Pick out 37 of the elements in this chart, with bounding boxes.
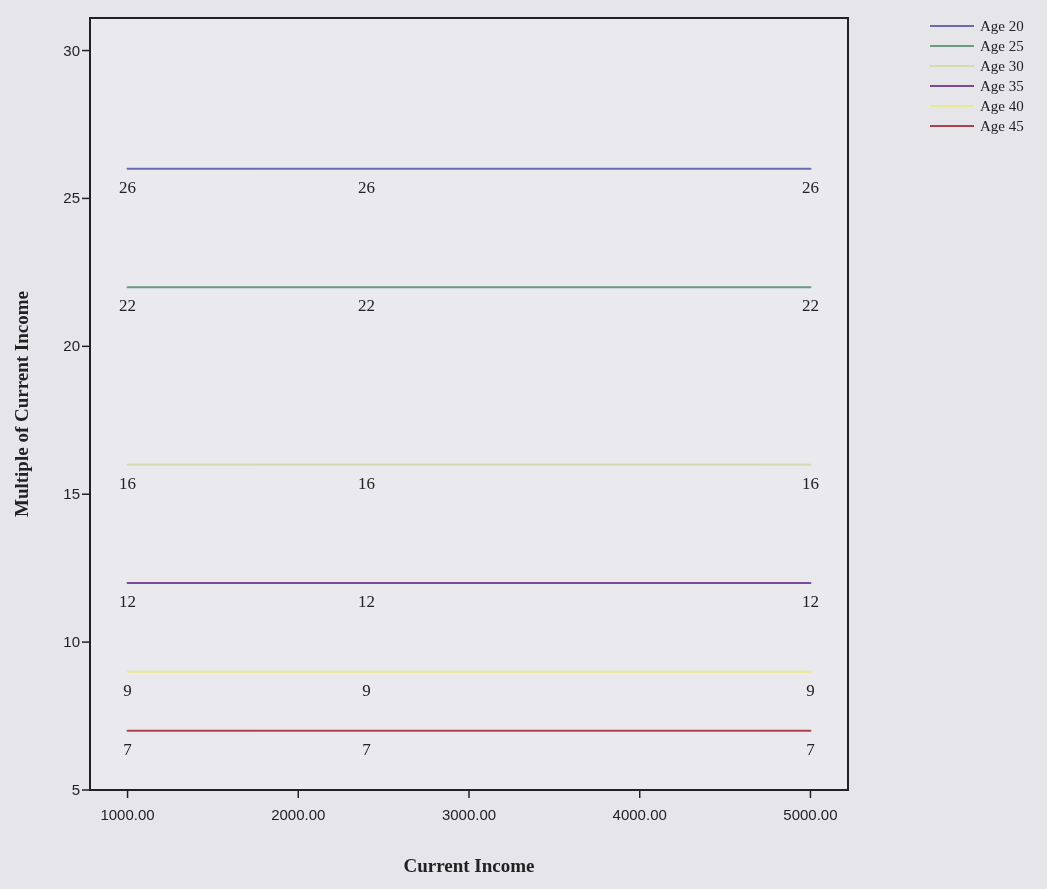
data-label: 26 (801, 177, 819, 197)
x-axis-title: Current Income (403, 855, 535, 876)
data-label: 9 (806, 680, 815, 700)
y-tick-label: 30 (63, 41, 80, 59)
data-label: 7 (362, 739, 372, 759)
y-tick-label: 5 (71, 781, 80, 798)
y-tick-label: 15 (63, 485, 80, 503)
data-label: 22 (801, 296, 819, 316)
y-tick-label: 10 (63, 633, 80, 651)
y-axis-title: Multiple of Current Income (11, 290, 32, 518)
data-label: 7 (806, 739, 816, 759)
data-label: 12 (358, 591, 376, 611)
data-label: 16 (801, 473, 819, 493)
data-label: 22 (358, 296, 376, 316)
y-tick-label: 20 (63, 337, 80, 355)
legend-label: Age 30 (980, 58, 1024, 74)
x-tick-label: 2000.00 (271, 806, 326, 823)
x-tick-label: 5000.00 (783, 806, 838, 823)
x-tick-label: 1000.00 (100, 806, 155, 823)
data-label: 26 (119, 177, 137, 197)
legend-label: Age 40 (980, 98, 1024, 114)
data-label: 12 (801, 591, 819, 611)
data-label: 9 (123, 680, 132, 700)
x-tick-label: 3000.00 (441, 806, 497, 823)
data-label: 22 (119, 296, 137, 316)
x-tick-label: 4000.00 (612, 806, 667, 823)
legend-label: Age 35 (980, 78, 1024, 94)
data-label: 16 (358, 473, 376, 493)
data-label: 7 (123, 739, 133, 759)
legend-label: Age 25 (980, 38, 1024, 54)
data-label: 26 (358, 177, 376, 197)
legend-label: Age 45 (980, 118, 1024, 134)
y-tick-label: 25 (63, 189, 80, 207)
data-label: 16 (119, 473, 137, 493)
legend-label: Age 20 (980, 18, 1024, 34)
data-label: 9 (362, 680, 371, 700)
data-label: 12 (119, 591, 137, 611)
